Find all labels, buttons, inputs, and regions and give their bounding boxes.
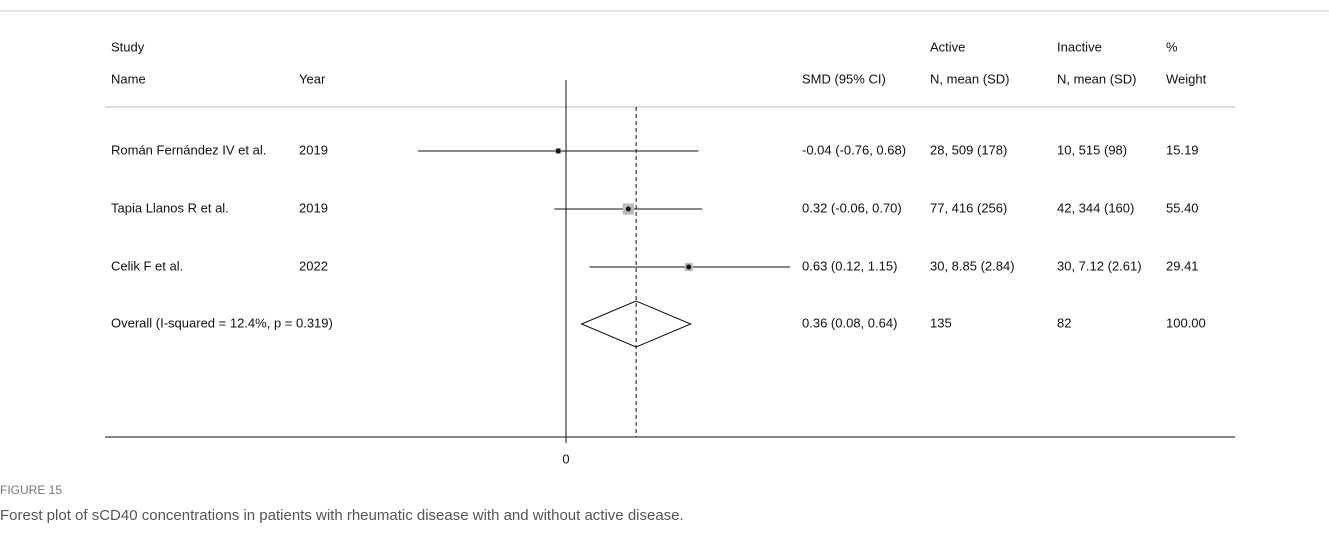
estimate-label: 0.63 (0.12, 1.15) xyxy=(802,258,897,273)
figure-label: FIGURE 15 xyxy=(0,483,62,497)
study-year: 2019 xyxy=(299,142,328,157)
header: Active xyxy=(930,39,965,54)
header: Inactive xyxy=(1057,39,1102,54)
header: SMD (95% CI) xyxy=(802,71,886,86)
active-stats: 77, 416 (256) xyxy=(930,200,1007,215)
inactive-stats: 42, 344 (160) xyxy=(1057,200,1134,215)
weight-label: 15.19 xyxy=(1166,142,1199,157)
header: N, mean (SD) xyxy=(930,71,1009,86)
point-estimate xyxy=(625,206,631,212)
header: N, mean (SD) xyxy=(1057,71,1136,86)
header: Year xyxy=(299,71,326,86)
header: % xyxy=(1166,39,1178,54)
weight-label: 29.41 xyxy=(1166,258,1199,273)
header: Name xyxy=(111,71,146,86)
header: Study xyxy=(111,39,145,54)
x-tick-label: 0 xyxy=(562,451,569,466)
study-year: 2019 xyxy=(299,200,328,215)
estimate-label: 0.32 (-0.06, 0.70) xyxy=(802,200,902,215)
point-estimate xyxy=(555,148,561,154)
study-name: Celik F et al. xyxy=(111,258,183,273)
overall-name: Overall (I-squared = 12.4%, p = 0.319) xyxy=(111,315,333,330)
weight-label: 100.00 xyxy=(1166,315,1206,330)
study-name: Tapia Llanos R et al. xyxy=(111,200,229,215)
inactive-stats: 30, 7.12 (2.61) xyxy=(1057,258,1142,273)
inactive-stats: 82 xyxy=(1057,315,1071,330)
header: Weight xyxy=(1166,71,1207,86)
overall-diamond xyxy=(580,300,692,348)
estimate-label: 0.36 (0.08, 0.64) xyxy=(802,315,897,330)
active-stats: 28, 509 (178) xyxy=(930,142,1007,157)
estimate-label: -0.04 (-0.76, 0.68) xyxy=(802,142,906,157)
point-estimate xyxy=(686,264,692,270)
active-stats: 30, 8.85 (2.84) xyxy=(930,258,1015,273)
caption: Forest plot of sCD40 concentrations in p… xyxy=(0,507,684,524)
study-name: Román Fernández IV et al. xyxy=(111,142,266,157)
weight-label: 55.40 xyxy=(1166,200,1199,215)
inactive-stats: 10, 515 (98) xyxy=(1057,142,1127,157)
active-stats: 135 xyxy=(930,315,952,330)
study-year: 2022 xyxy=(299,258,328,273)
